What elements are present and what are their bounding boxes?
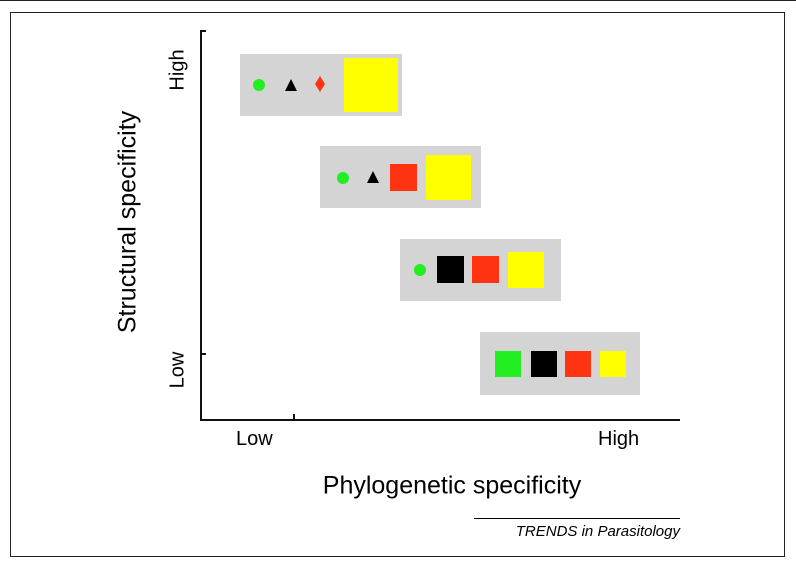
specificity-panel-1 — [240, 54, 402, 116]
top-rule — [0, 0, 796, 1]
green-circle-icon — [253, 79, 265, 91]
source-credit: TRENDS in Parasitology — [474, 518, 680, 540]
yellow-square-icon — [508, 252, 544, 288]
green-circle-icon — [414, 264, 426, 276]
red-diamond-icon — [315, 76, 325, 92]
y-axis-label: Structural specificity — [113, 110, 142, 334]
specificity-panel-2 — [320, 146, 481, 208]
x-tick-low: Low — [236, 428, 273, 450]
green-square-icon — [495, 351, 521, 377]
y-tick-high: High — [166, 49, 189, 91]
y-axis-line — [200, 30, 202, 420]
black-triangle-icon — [367, 171, 379, 183]
red-square-icon — [390, 164, 417, 191]
red-square-icon — [472, 256, 499, 283]
y-axis-top-tick — [200, 30, 206, 32]
specificity-panel-4 — [480, 332, 640, 395]
black-square-icon — [437, 256, 464, 283]
black-triangle-icon — [285, 79, 297, 91]
x-tick-high: High — [598, 428, 640, 450]
y-axis-low-tick — [200, 353, 206, 355]
black-square-icon — [531, 351, 557, 377]
x-axis-line — [200, 419, 680, 421]
x-axis-label: Phylogenetic specificity — [322, 471, 582, 500]
y-tick-low: Low — [166, 351, 189, 389]
specificity-panel-3 — [400, 239, 561, 301]
x-axis-low-tick — [293, 414, 295, 420]
yellow-square-large-icon — [344, 58, 398, 112]
yellow-square-large-icon — [426, 155, 471, 200]
green-circle-icon — [337, 172, 349, 184]
yellow-square-small-icon — [600, 351, 626, 377]
red-square-icon — [565, 351, 591, 377]
